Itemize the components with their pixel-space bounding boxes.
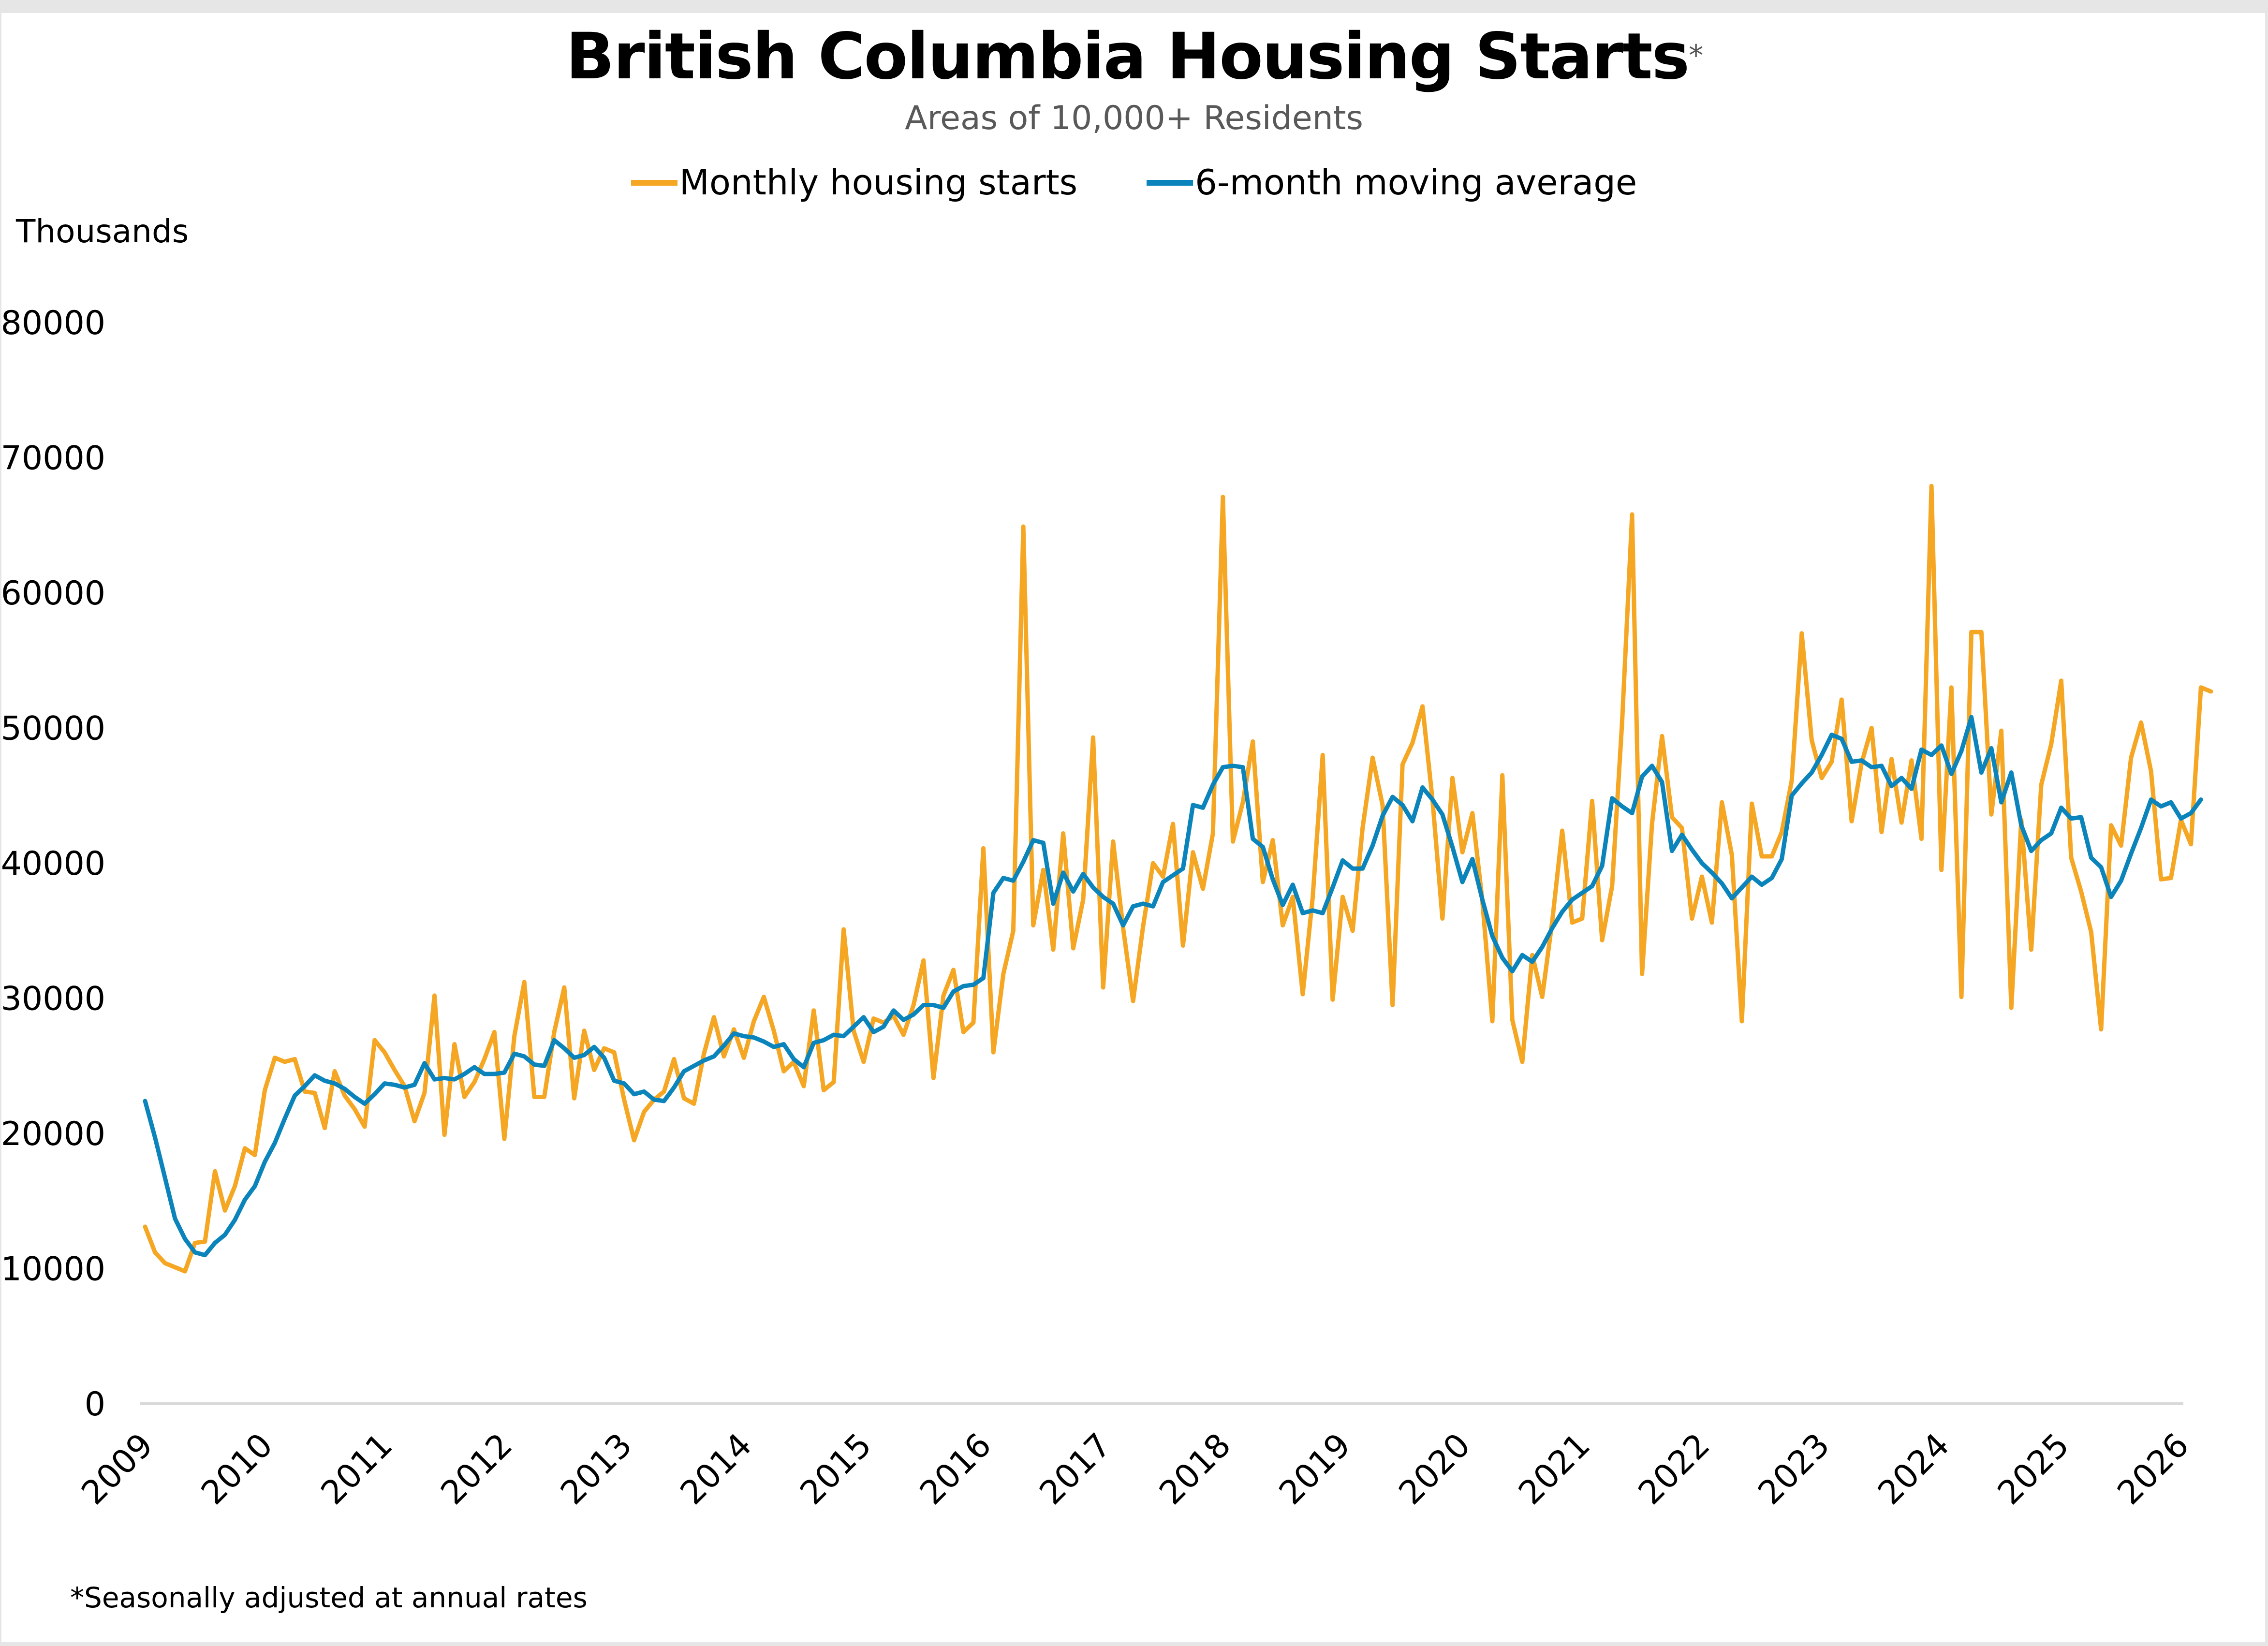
- footnote: *Seasonally adjusted at annual rates: [70, 1581, 588, 1614]
- y-tick-label: 10000: [1, 1250, 105, 1289]
- legend-swatch-moving-average: [1147, 180, 1193, 186]
- chart-title: British Columbia Housing Starts*: [0, 19, 2268, 94]
- x-tick-label: 2011: [314, 1426, 400, 1512]
- chart-title-text: British Columbia Housing Starts: [565, 19, 1690, 94]
- y-tick-label: 30000: [1, 980, 105, 1018]
- y-tick-label: 20000: [1, 1115, 105, 1153]
- x-tick-label: 2015: [793, 1426, 879, 1512]
- x-tick-label: 2013: [553, 1426, 639, 1512]
- x-tick-label: 2024: [1870, 1426, 1957, 1512]
- chart-legend: Monthly housing starts 6-month moving av…: [0, 162, 2268, 203]
- x-tick-label: 2017: [1032, 1426, 1119, 1512]
- legend-item-monthly: Monthly housing starts: [631, 162, 1077, 203]
- y-tick-label: 60000: [1, 574, 105, 613]
- series-line-monthly-housing-starts: [143, 484, 2213, 1274]
- y-axis-unit-label: Thousands: [16, 213, 189, 250]
- x-tick-label: 2023: [1751, 1426, 1837, 1512]
- y-tick-label: 0: [85, 1385, 105, 1424]
- series-lines: [143, 484, 2213, 1274]
- x-tick-label: 2009: [74, 1426, 161, 1512]
- x-tick-label: 2026: [2110, 1426, 2196, 1512]
- legend-swatch-monthly: [631, 180, 677, 186]
- y-tick-label: 40000: [1, 845, 105, 883]
- x-axis-ticks: 2009 2010 2011 2012 2013 2014 2015 2016 2017 2018…: [74, 1426, 2196, 1512]
- x-tick-label: 2018: [1152, 1426, 1238, 1512]
- x-tick-label: 2012: [434, 1426, 520, 1512]
- legend-label-moving-average: 6-month moving average: [1195, 162, 1637, 203]
- x-tick-label: 2021: [1512, 1426, 1598, 1512]
- legend-label-monthly: Monthly housing starts: [679, 162, 1078, 203]
- legend-item-moving-average: 6-month moving average: [1147, 162, 1637, 203]
- y-tick-label: 50000: [1, 710, 105, 748]
- x-tick-label: 2020: [1392, 1426, 1478, 1512]
- x-tick-label: 2025: [1990, 1426, 2077, 1512]
- series-line-6-month-moving-average: [143, 715, 2203, 1258]
- y-tick-label: 80000: [1, 304, 105, 342]
- x-tick-label: 2022: [1631, 1426, 1717, 1512]
- x-tick-label: 2014: [673, 1426, 759, 1512]
- x-tick-label: 2019: [1272, 1426, 1358, 1512]
- y-tick-label: 70000: [1, 440, 105, 478]
- x-tick-label: 2016: [913, 1426, 999, 1512]
- y-axis-ticks: 0 10000 20000 30000 40000 50000 60000 70000 8000…: [1, 304, 105, 1424]
- chart-title-marker: *: [1689, 39, 1703, 73]
- chart-canvas: [1, 13, 2265, 1642]
- chart-subtitle: Areas of 10,000+ Residents: [905, 99, 1363, 137]
- x-tick-label: 2010: [194, 1426, 280, 1512]
